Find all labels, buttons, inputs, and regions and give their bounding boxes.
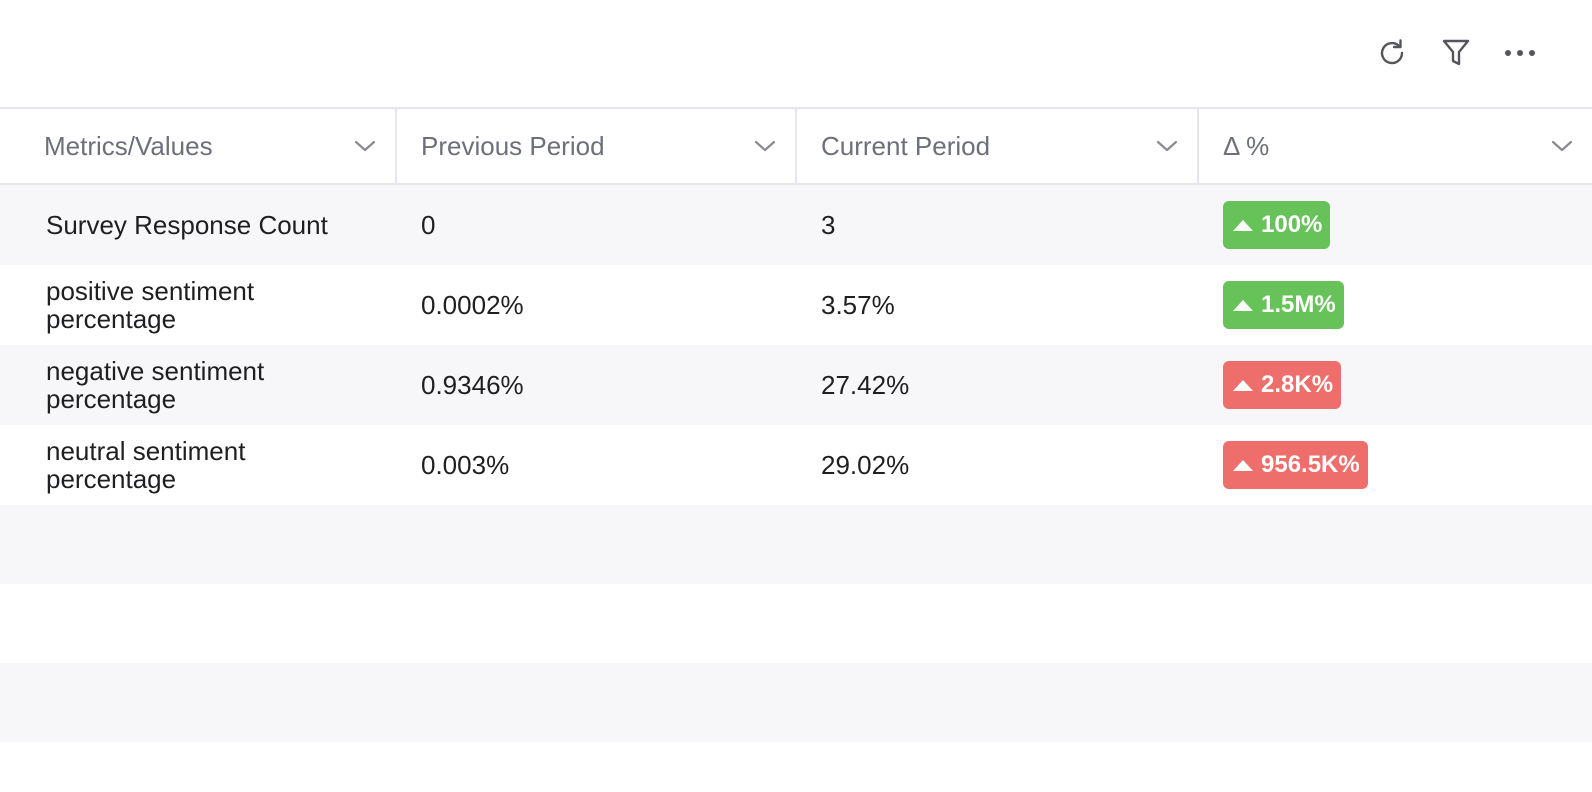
table-row[interactable]: negative sentiment percentage 0.9346% 27… [0,345,1592,425]
column-header-label: Δ % [1223,130,1270,161]
refresh-icon [1380,39,1404,65]
delta-badge: 2.8K% [1223,361,1342,409]
filter-icon [1442,39,1470,66]
current-value: 3.57% [821,290,895,320]
column-header-label: Previous Period [421,130,605,161]
column-header-label: Metrics/Values [44,130,213,161]
arrow-up-icon [1233,459,1253,471]
metric-name: neutral sentiment percentage [46,436,246,494]
filter-button[interactable] [1439,36,1473,70]
table-row[interactable]: positive sentiment percentage 0.0002% 3.… [0,265,1592,345]
column-header-label: Current Period [821,130,991,161]
arrow-up-icon [1233,219,1253,231]
table-row[interactable]: neutral sentiment percentage 0.003% 29.0… [0,425,1592,505]
delta-value: 956.5K% [1261,451,1360,478]
column-header-delta[interactable]: Δ % [1199,109,1592,183]
arrow-up-icon [1233,379,1253,391]
chevron-down-icon[interactable] [353,136,377,156]
column-header-metrics[interactable]: Metrics/Values [0,109,397,183]
delta-badge: 1.5M% [1223,281,1344,329]
table-row[interactable]: Survey Response Count 0 3 100% [0,185,1592,265]
previous-value: 0.0002% [421,290,524,320]
empty-row [0,584,1592,663]
previous-value: 0.003% [421,450,510,480]
delta-cell: 956.5K% [1199,425,1592,505]
table-header: Metrics/Values Previous Period Current P… [0,107,1592,185]
delta-cell: 100% [1199,185,1592,265]
column-header-current[interactable]: Current Period [797,109,1199,183]
chevron-down-icon[interactable] [753,136,777,156]
chevron-down-icon[interactable] [1155,136,1179,156]
empty-row [0,663,1592,742]
more-icon [1505,50,1535,56]
metrics-table: Metrics/Values Previous Period Current P… [0,107,1592,742]
current-value: 27.42% [821,370,910,400]
metric-name: positive sentiment percentage [46,276,255,334]
current-value: 29.02% [821,450,910,480]
delta-badge: 100% [1223,201,1331,249]
previous-value: 0 [421,210,436,240]
delta-cell: 1.5M% [1199,265,1592,345]
toolbar [0,0,1592,107]
refresh-button[interactable] [1375,36,1409,70]
metric-name: Survey Response Count [46,210,328,240]
chevron-down-icon[interactable] [1550,136,1574,156]
metric-name: negative sentiment percentage [46,356,265,414]
column-header-previous[interactable]: Previous Period [397,109,797,183]
empty-row [0,505,1592,584]
delta-value: 2.8K% [1261,371,1334,398]
delta-value: 100% [1261,211,1323,238]
delta-value: 1.5M% [1261,291,1336,318]
delta-badge: 956.5K% [1223,441,1368,489]
arrow-up-icon [1233,299,1253,311]
delta-cell: 2.8K% [1199,345,1592,425]
current-value: 3 [821,210,836,240]
more-options-button[interactable] [1503,36,1537,70]
previous-value: 0.9346% [421,370,524,400]
